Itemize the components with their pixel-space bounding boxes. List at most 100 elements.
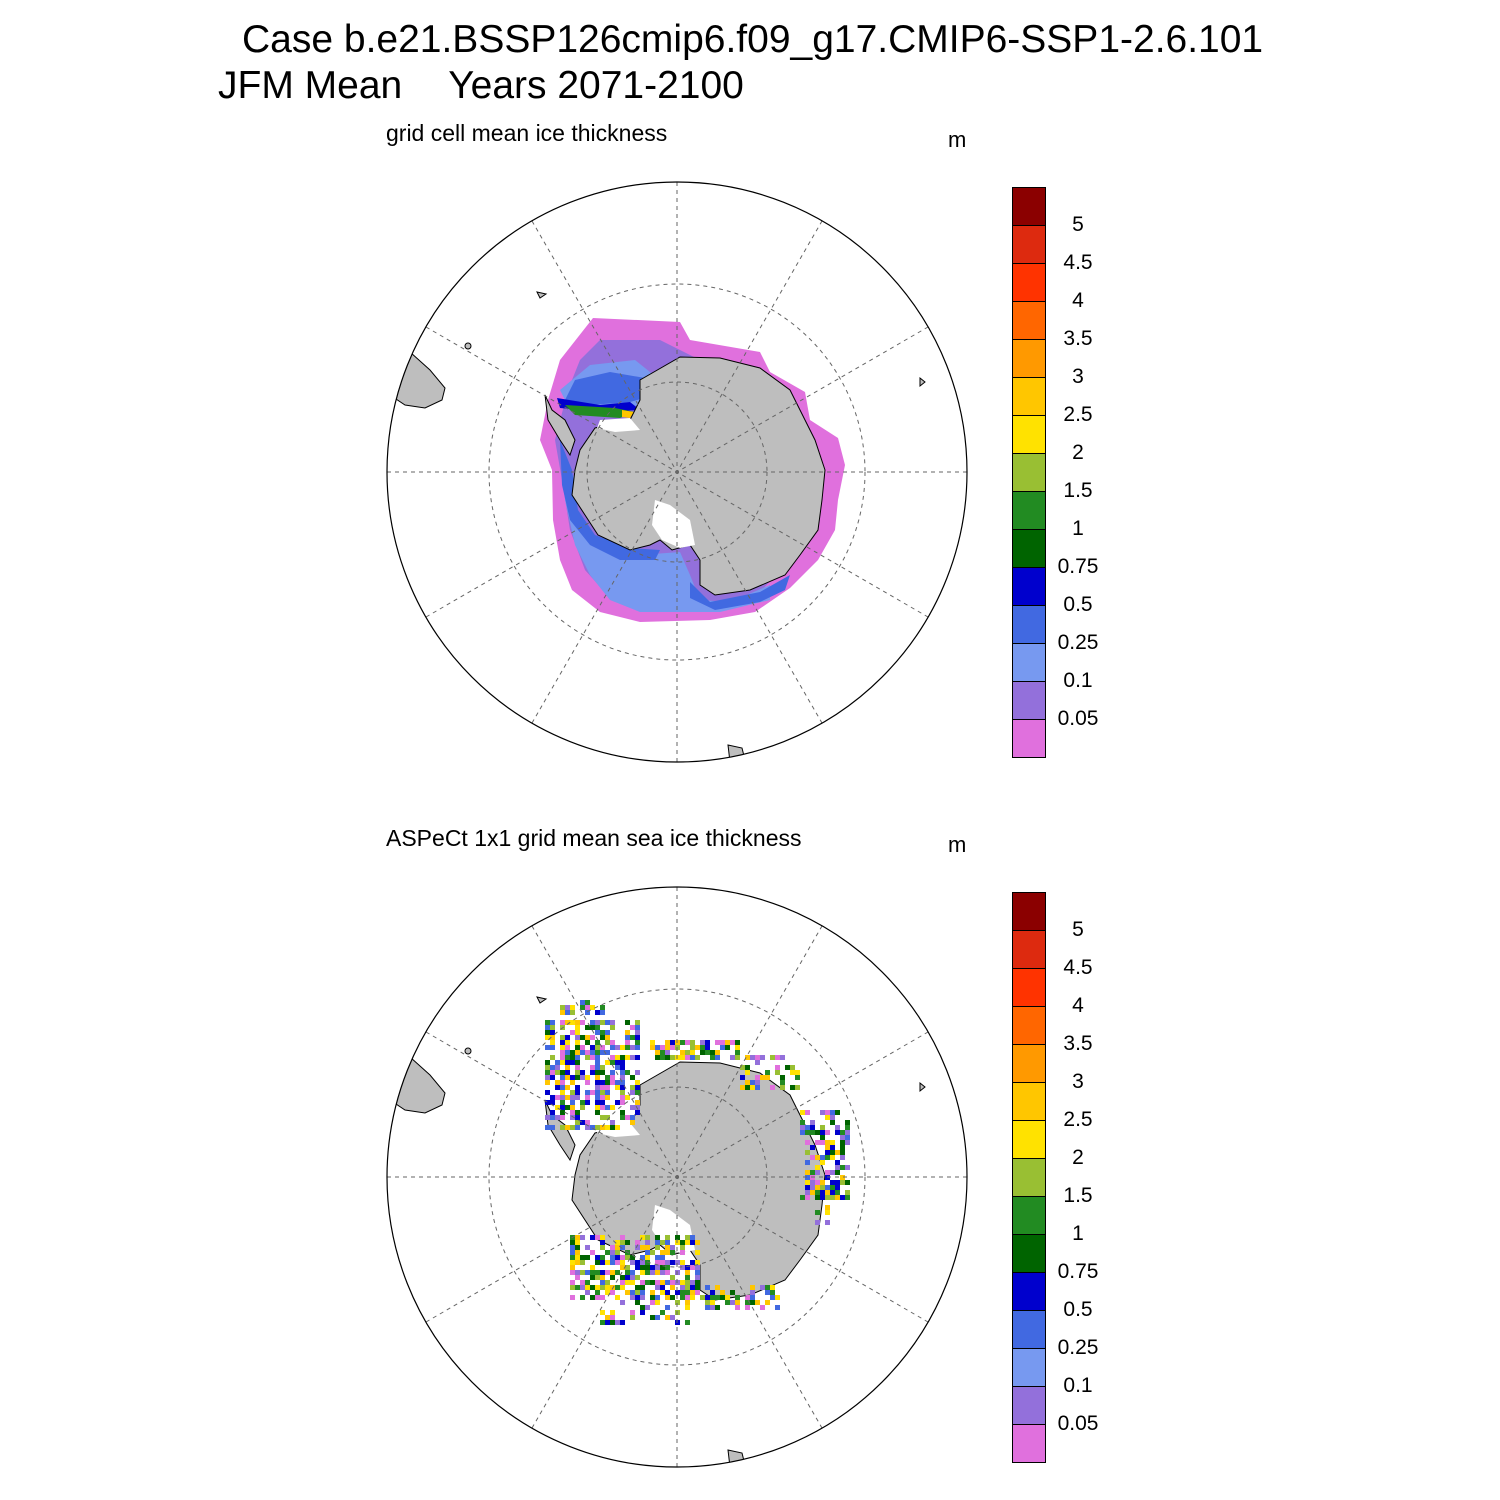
colorbar-swatch <box>1012 682 1046 720</box>
colorbar-label: 3.5 <box>1063 1032 1093 1055</box>
period-title: JFM Mean Years 2071-2100 <box>218 64 744 108</box>
observation-cell <box>570 1030 575 1035</box>
observation-cell <box>655 1270 660 1275</box>
observation-cell <box>625 1095 630 1100</box>
observation-cell <box>725 1045 730 1050</box>
observation-cell <box>605 1020 610 1025</box>
observation-cell <box>845 1125 850 1130</box>
panel2-title: ASPeCt 1x1 grid mean sea ice thickness <box>386 825 802 851</box>
observation-cell <box>595 1085 600 1090</box>
observation-cell <box>630 1085 635 1090</box>
observation-cell <box>665 1050 670 1055</box>
observation-cell <box>830 1170 835 1175</box>
observation-cell <box>565 1020 570 1025</box>
observation-cell <box>630 1115 635 1120</box>
observation-cell <box>610 1120 615 1125</box>
observation-cell <box>825 1145 830 1150</box>
observation-cell <box>620 1055 625 1060</box>
observation-cell <box>550 1095 555 1100</box>
observation-cell <box>670 1275 675 1280</box>
observation-cell <box>610 1315 615 1320</box>
observation-cell <box>785 1065 790 1070</box>
observation-cell <box>675 1235 680 1240</box>
observation-cell <box>820 1160 825 1165</box>
observation-cell <box>630 1310 635 1315</box>
observation-cell <box>635 1045 640 1050</box>
observation-cell <box>610 1025 615 1030</box>
observation-cell <box>570 1295 575 1300</box>
observation-cell <box>580 1070 585 1075</box>
observation-cell <box>715 1295 720 1300</box>
observation-cell <box>595 1065 600 1070</box>
observation-cell <box>605 1075 610 1080</box>
observation-cell <box>615 1065 620 1070</box>
observation-cell <box>630 1275 635 1280</box>
observation-cell <box>620 1285 625 1290</box>
observation-cell <box>815 1180 820 1185</box>
colorbar-label: 0.5 <box>1063 593 1093 616</box>
observation-cell <box>630 1270 635 1275</box>
observation-cell <box>820 1130 825 1135</box>
observation-cell <box>675 1300 680 1305</box>
observation-cell <box>640 1260 645 1265</box>
observation-cell <box>590 1055 595 1060</box>
colorbar-label: 3.5 <box>1063 327 1093 350</box>
observation-cell <box>585 1100 590 1105</box>
observation-cell <box>825 1205 830 1210</box>
observation-cell <box>560 1095 565 1100</box>
observation-cell <box>580 1050 585 1055</box>
observation-cell <box>620 1240 625 1245</box>
observation-cell <box>655 1265 660 1270</box>
observation-cell <box>550 1100 555 1105</box>
observation-cell <box>545 1070 550 1075</box>
observation-cell <box>825 1150 830 1155</box>
colorbar-label: 5 <box>1072 918 1084 941</box>
observation-cell <box>680 1265 685 1270</box>
colorbar-swatch <box>1012 969 1046 1007</box>
observation-cell <box>625 1020 630 1025</box>
observation-cell <box>830 1115 835 1120</box>
observation-cell <box>825 1210 830 1215</box>
colorbar-swatch <box>1012 1387 1046 1425</box>
observation-cell <box>630 1295 635 1300</box>
observation-cell <box>680 1290 685 1295</box>
observation-cell <box>820 1195 825 1200</box>
observation-cell <box>575 1050 580 1055</box>
observation-cell <box>670 1040 675 1045</box>
observation-cell <box>780 1085 785 1090</box>
observation-cell <box>820 1125 825 1130</box>
observation-cell <box>690 1290 695 1295</box>
observation-cell <box>735 1300 740 1305</box>
observation-cell <box>620 1085 625 1090</box>
observation-cell <box>610 1270 615 1275</box>
observation-cell <box>605 1080 610 1085</box>
observation-cell <box>670 1045 675 1050</box>
observation-cell <box>600 1255 605 1260</box>
observation-cell <box>770 1055 775 1060</box>
observation-cell <box>630 1105 635 1110</box>
observation-cell <box>570 1060 575 1065</box>
observation-cell <box>605 1280 610 1285</box>
observation-cell <box>625 1240 630 1245</box>
observation-cell <box>665 1235 670 1240</box>
observation-cell <box>665 1250 670 1255</box>
observation-cell <box>595 1110 600 1115</box>
colorbar-swatch <box>1012 1121 1046 1159</box>
observation-cell <box>585 1025 590 1030</box>
observation-cell <box>575 1250 580 1255</box>
observation-cell <box>620 1115 625 1120</box>
observation-cell <box>800 1195 805 1200</box>
observation-cell <box>690 1045 695 1050</box>
observation-cell <box>685 1300 690 1305</box>
colorbar-label: 0.75 <box>1057 1260 1099 1283</box>
observation-cell <box>570 1100 575 1105</box>
observation-cell <box>655 1280 660 1285</box>
colorbar-swatch <box>1012 378 1046 416</box>
observation-cell <box>620 1075 625 1080</box>
observation-cell <box>770 1285 775 1290</box>
observation-cell <box>620 1065 625 1070</box>
observation-cell <box>565 1060 570 1065</box>
observation-cell <box>660 1270 665 1275</box>
observation-cell <box>660 1265 665 1270</box>
observation-cell <box>580 1035 585 1040</box>
